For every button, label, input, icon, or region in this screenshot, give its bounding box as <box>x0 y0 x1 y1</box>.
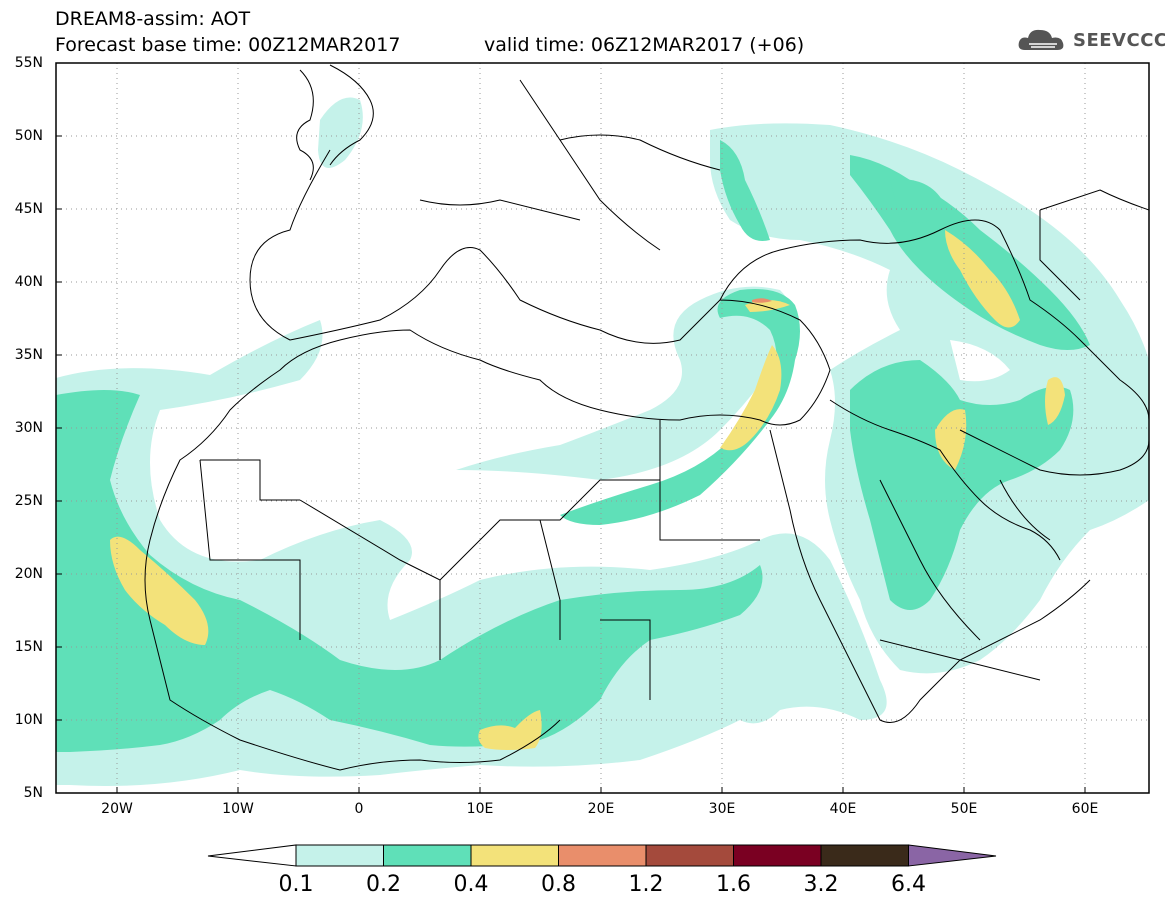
lon-label: 60E <box>1071 801 1099 817</box>
colorbar <box>207 844 997 867</box>
axis-ticks <box>56 135 1086 793</box>
lon-label: 10W <box>222 801 254 817</box>
colorbar-segment <box>645 844 734 867</box>
colorbar-segment <box>295 844 384 867</box>
colorbar-segment <box>470 844 559 867</box>
colorbar-segment <box>733 844 822 867</box>
aot-shading <box>56 97 1149 786</box>
colorbar-segment <box>820 844 909 867</box>
seevccc-logo: SEEVCCC <box>1017 25 1165 55</box>
logo-text: SEEVCCC <box>1073 29 1165 51</box>
colorbar-segment <box>558 844 647 867</box>
aot-level-0-8 <box>752 298 772 303</box>
lat-label: 15N <box>14 639 43 655</box>
lon-label: 20W <box>101 801 133 817</box>
colorbar-label: 0.1 <box>278 872 314 897</box>
lon-label: 10E <box>466 801 494 817</box>
colorbar-segment <box>383 844 472 867</box>
colorbar-label: 0.4 <box>453 872 489 897</box>
lat-label: 40N <box>14 274 43 290</box>
lat-label: 5N <box>23 785 43 801</box>
colorbar-label: 1.2 <box>628 872 664 897</box>
product-title: DREAM8-assim: AOT <box>55 8 251 30</box>
lat-label: 20N <box>14 566 43 582</box>
colorbar-label: 0.8 <box>541 872 576 897</box>
lon-label: 50E <box>950 801 978 817</box>
lat-label: 35N <box>14 347 43 363</box>
colorbar-underflow <box>207 844 297 867</box>
lat-label: 25N <box>14 493 43 509</box>
colorbar-label: 6.4 <box>891 872 926 897</box>
lat-label: 10N <box>14 712 43 728</box>
forecast-base-time: Forecast base time: 00Z12MAR2017 <box>55 34 401 56</box>
lat-label: 55N <box>14 55 43 71</box>
lon-label: 20E <box>587 801 615 817</box>
cloud-icon <box>1018 29 1064 50</box>
lon-label: 40E <box>829 801 857 817</box>
coastlines-borders <box>144 64 1149 771</box>
lon-label: 30E <box>708 801 736 817</box>
lon-label: 0 <box>354 801 364 817</box>
lat-label: 50N <box>14 128 43 144</box>
lat-label: 30N <box>14 420 43 436</box>
graticule <box>56 63 1149 793</box>
lat-label: 45N <box>14 201 43 217</box>
aot-level-0-4 <box>110 230 1065 750</box>
colorbar-label: 1.6 <box>716 872 751 897</box>
colorbar-label: 0.2 <box>366 872 401 897</box>
colorbar-overflow <box>908 844 997 867</box>
valid-time: valid time: 06Z12MAR2017 (+06) <box>484 34 805 56</box>
colorbar-label: 3.2 <box>803 872 839 897</box>
